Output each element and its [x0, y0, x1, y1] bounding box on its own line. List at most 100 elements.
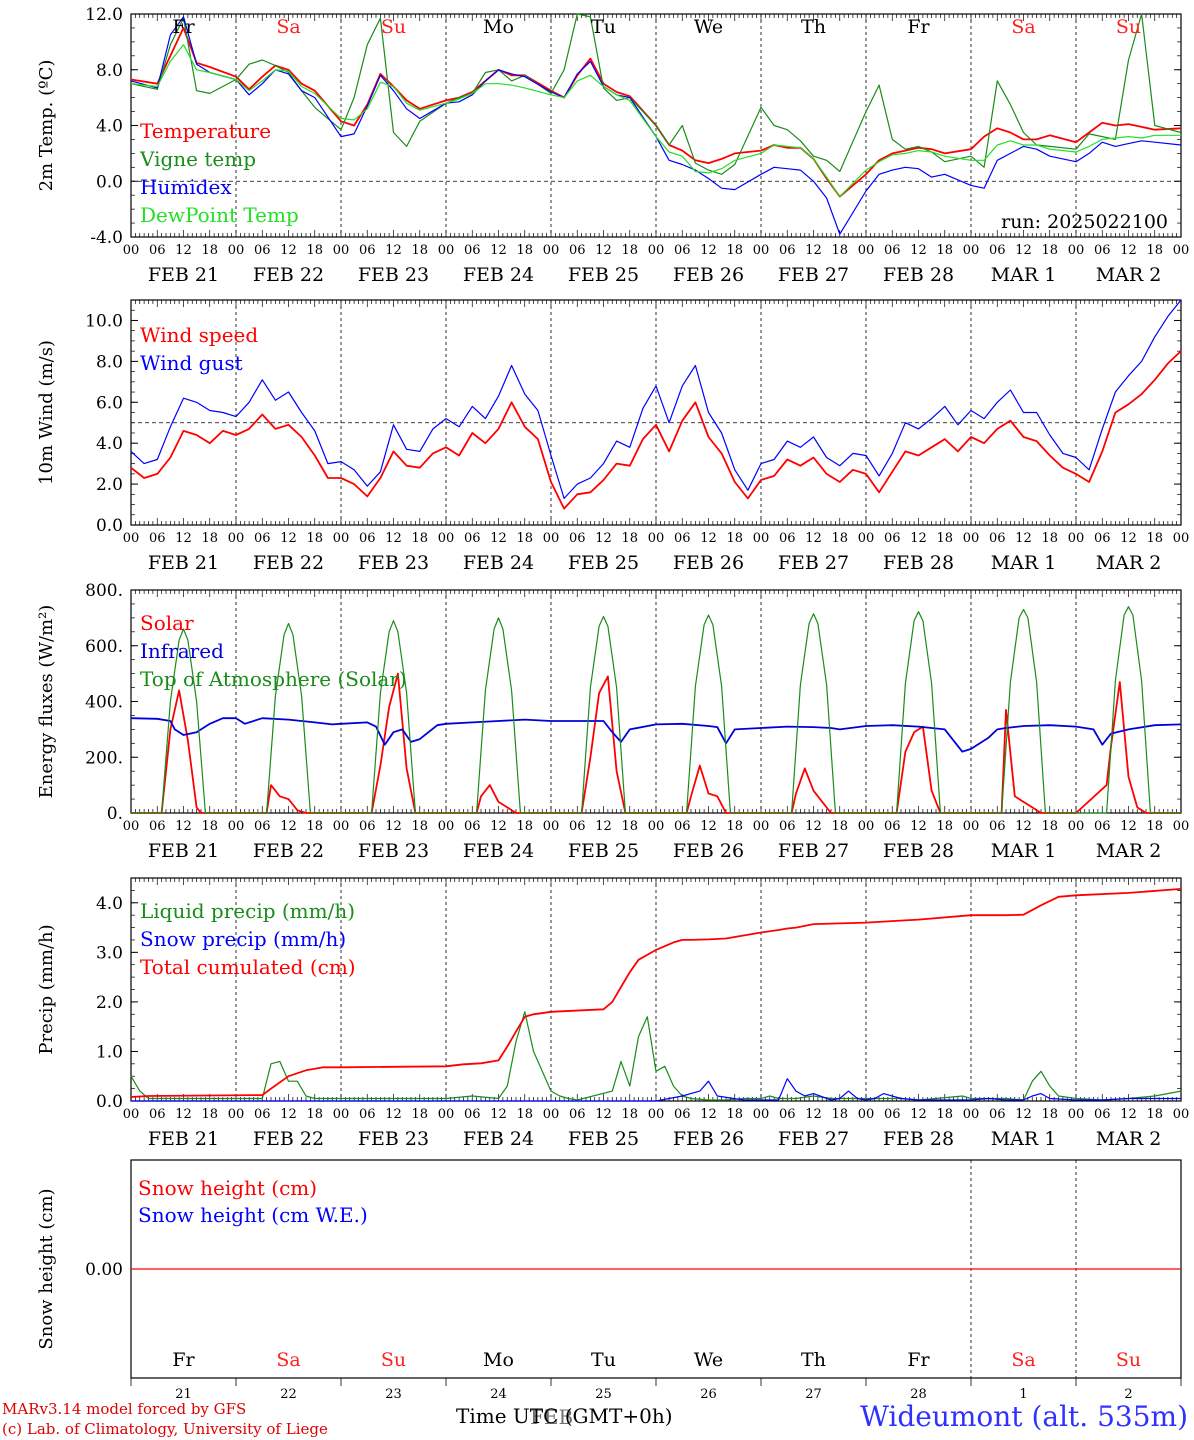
weekday-label: Tu — [591, 16, 616, 38]
legend-entry: Wind speed — [140, 323, 258, 347]
hour-tick-label: 06 — [569, 531, 586, 546]
hour-tick-label: 18 — [831, 531, 848, 546]
axis-title-overlay: FEB — [530, 1405, 573, 1429]
hour-tick-label: 06 — [359, 531, 376, 546]
y-axis-label: 10m Wind (m/s) — [36, 340, 57, 485]
day-number-label: 22 — [280, 1387, 297, 1402]
hour-tick-label: 00 — [1173, 243, 1190, 258]
legend-entry: Snow height (cm) — [138, 1176, 317, 1200]
hour-tick-label: 06 — [254, 1107, 271, 1122]
legend-entry: Solar — [140, 611, 194, 635]
date-label: FEB 24 — [463, 1128, 534, 1150]
y-tick-label: 2.0 — [96, 993, 123, 1013]
legend-entry: Snow precip (mm/h) — [140, 927, 346, 951]
hour-tick-label: 06 — [149, 531, 166, 546]
date-label: FEB 28 — [883, 1128, 954, 1150]
date-label: FEB 22 — [253, 1128, 324, 1150]
weekday-label: Mo — [483, 16, 514, 38]
series-line-humidex — [130, 16, 1182, 235]
date-label: MAR 1 — [991, 840, 1057, 862]
hour-tick-label: 06 — [884, 1107, 901, 1122]
y-tick-label: 12.0 — [85, 5, 123, 25]
date-label: FEB 21 — [148, 1128, 219, 1150]
hour-tick-label: 00 — [963, 531, 980, 546]
hour-tick-label: 00 — [963, 819, 980, 834]
date-label: FEB 26 — [673, 1128, 744, 1150]
weekday-label: Su — [1116, 1349, 1141, 1371]
hour-tick-label: 00 — [123, 531, 140, 546]
hour-tick-label: 06 — [779, 1107, 796, 1122]
hour-tick-label: 06 — [359, 1107, 376, 1122]
hour-tick-label: 12 — [175, 1107, 192, 1122]
hour-tick-label: 00 — [438, 819, 455, 834]
hour-tick-label: 00 — [333, 819, 350, 834]
y-tick-label: 8.0 — [96, 352, 123, 372]
hour-tick-label: 18 — [516, 531, 533, 546]
hour-tick-label: 06 — [1094, 243, 1111, 258]
hour-tick-label: 06 — [464, 819, 481, 834]
weekday-label: We — [694, 1349, 723, 1371]
hour-tick-label: 00 — [963, 243, 980, 258]
hour-tick-label: 00 — [543, 819, 560, 834]
hour-tick-label: 18 — [411, 531, 428, 546]
hour-tick-label: 18 — [936, 1107, 953, 1122]
date-label: FEB 25 — [568, 1128, 639, 1150]
y-tick-label: 400. — [85, 693, 123, 713]
hour-tick-label: 00 — [123, 819, 140, 834]
hour-tick-label: 12 — [385, 1107, 402, 1122]
legend-entry: Humidex — [140, 175, 232, 199]
hour-tick-label: 18 — [726, 531, 743, 546]
hour-tick-label: 12 — [490, 243, 507, 258]
weekday-label: Su — [381, 1349, 406, 1371]
hour-tick-label: 12 — [175, 531, 192, 546]
date-label: FEB 23 — [358, 552, 429, 574]
hour-tick-label: 00 — [1173, 531, 1190, 546]
hour-tick-label: 06 — [674, 819, 691, 834]
hour-tick-label: 06 — [359, 243, 376, 258]
weekday-label: We — [694, 16, 723, 38]
hour-tick-label: 06 — [149, 1107, 166, 1122]
panel-3: 0. 200. 400. 600. 800. Energy fluxes (W/m²) So… — [36, 581, 1189, 862]
hour-tick-label: 12 — [490, 531, 507, 546]
hour-tick-label: 00 — [333, 1107, 350, 1122]
hour-tick-label: 06 — [359, 819, 376, 834]
date-label: MAR 2 — [1096, 1128, 1162, 1150]
hour-tick-label: 12 — [700, 531, 717, 546]
hour-tick-label: 18 — [201, 819, 218, 834]
hour-tick-label: 18 — [936, 531, 953, 546]
y-tick-label: 4.0 — [96, 434, 123, 454]
date-label: FEB 27 — [778, 1128, 849, 1150]
hour-tick-label: 18 — [621, 819, 638, 834]
hour-tick-label: 00 — [963, 1107, 980, 1122]
date-label: FEB 26 — [673, 840, 744, 862]
day-number-label: 27 — [805, 1387, 822, 1402]
weekday-label: Sa — [1011, 1349, 1035, 1371]
hour-tick-label: 12 — [805, 819, 822, 834]
legend-entry: Liquid precip (mm/h) — [140, 899, 355, 923]
hour-tick-label: 18 — [1146, 1107, 1163, 1122]
hour-tick-label: 12 — [700, 1107, 717, 1122]
date-label: FEB 28 — [883, 840, 954, 862]
hour-tick-label: 06 — [149, 243, 166, 258]
hour-tick-label: 12 — [595, 243, 612, 258]
hour-tick-label: 18 — [516, 1107, 533, 1122]
hour-tick-label: 18 — [1041, 1107, 1058, 1122]
hour-tick-label: 00 — [753, 1107, 770, 1122]
legend-entry: Top of Atmosphere (Solar) — [140, 667, 407, 691]
hour-tick-label: 12 — [700, 243, 717, 258]
hour-tick-label: 12 — [805, 531, 822, 546]
date-label: FEB 25 — [568, 840, 639, 862]
hour-tick-label: 06 — [779, 243, 796, 258]
y-tick-label: 0.00 — [85, 1260, 123, 1280]
hour-tick-label: 12 — [490, 1107, 507, 1122]
hour-tick-label: 00 — [228, 531, 245, 546]
y-axis-label: 2m Temp. (ºC) — [36, 60, 57, 192]
hour-tick-label: 06 — [569, 243, 586, 258]
hour-tick-label: 18 — [411, 1107, 428, 1122]
hour-tick-label: 12 — [910, 531, 927, 546]
hour-tick-label: 00 — [543, 243, 560, 258]
weekday-label: Su — [1116, 16, 1141, 38]
weekday-label: Mo — [483, 1349, 514, 1371]
date-label: FEB 28 — [883, 552, 954, 574]
hour-tick-label: 00 — [648, 531, 665, 546]
